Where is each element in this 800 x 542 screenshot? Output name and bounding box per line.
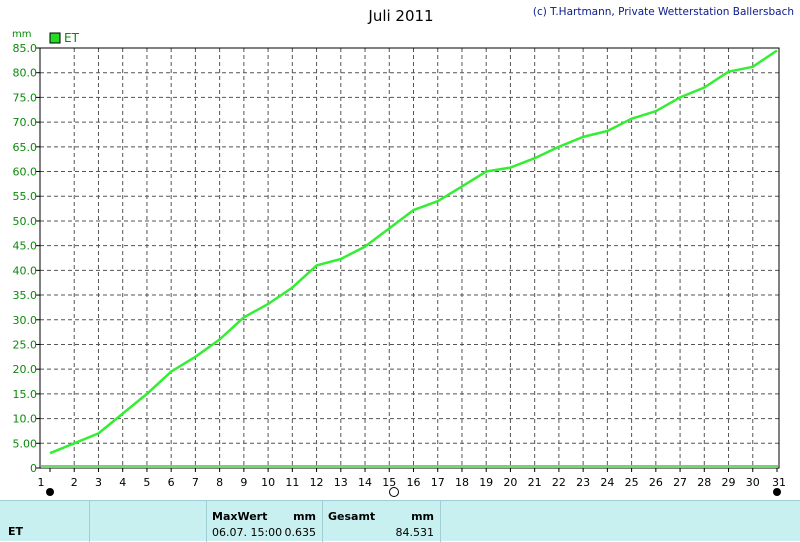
- x-tick-label: 28: [697, 476, 711, 489]
- y-tick-label: 65.0: [13, 141, 38, 154]
- maxwert-unit: mm: [293, 510, 316, 523]
- y-tick-label: 40.0: [13, 264, 38, 277]
- series-lines: [49, 49, 778, 455]
- y-tick-label: 85.0: [13, 42, 38, 55]
- x-tick-label: 25: [625, 476, 639, 489]
- summary-cell-gesamt: Gesamt mm 84.531: [323, 501, 441, 542]
- y-tick-label: 5.00: [13, 437, 38, 450]
- x-tick-label: 7: [192, 476, 199, 489]
- x-tick-label: 22: [552, 476, 566, 489]
- start-marker[interactable]: [46, 488, 54, 496]
- summary-cell-empty: [90, 501, 207, 542]
- chart: Juli 2011 (c) T.Hartmann, Private Wetter…: [12, 6, 794, 497]
- x-tick-label: 6: [168, 476, 175, 489]
- chart-credit: (c) T.Hartmann, Private Wetterstation Ba…: [533, 6, 794, 18]
- y-tick-label: 10.0: [13, 413, 38, 426]
- maxwert-date: 06.07. 15:00: [212, 526, 283, 539]
- x-tick-label: 13: [334, 476, 348, 489]
- maxwert-value: 0.635: [284, 526, 317, 539]
- grid: [40, 48, 779, 468]
- gesamt-label: Gesamt: [328, 510, 376, 523]
- x-tick-label: 4: [119, 476, 126, 489]
- x-tick-label: 30: [746, 476, 760, 489]
- x-tick-label: 12: [310, 476, 324, 489]
- x-tick-label: 11: [285, 476, 299, 489]
- plot-area-border: [39, 47, 780, 469]
- chart-title: Juli 2011: [367, 7, 433, 25]
- y-tick-labels: 0 5.00 10.0 15.0 20.0 25.0 30.0 35.0 40.0 45.0 50.…: [13, 42, 40, 475]
- x-tick-label: 29: [722, 476, 736, 489]
- x-tick-labels: 1 2 3 4 5 6 7 8 9 10 11 12 13 14 15 16 17 18 19 20 21 22 23 24 2…: [38, 468, 786, 489]
- x-tick-label: 19: [479, 476, 493, 489]
- y-tick-label: 20.0: [13, 363, 38, 376]
- x-tick-label: 14: [358, 476, 372, 489]
- y-axis-label: mm: [12, 29, 31, 40]
- summary-table: ET MaxWert mm 06.07. 15:00 0.635 Gesamt …: [0, 500, 800, 542]
- x-tick-label: 1: [38, 476, 45, 489]
- mid-marker[interactable]: [389, 487, 399, 497]
- legend-swatch: [49, 32, 61, 44]
- legend: ET: [49, 31, 80, 45]
- x-tick-label: 10: [261, 476, 275, 489]
- x-tick-label: 8: [216, 476, 223, 489]
- series-line-et: [49, 49, 778, 455]
- x-tick-label: 23: [576, 476, 590, 489]
- maxwert-label: MaxWert: [212, 510, 268, 523]
- x-tick-label: 31: [772, 476, 786, 489]
- x-tick-label: 26: [649, 476, 663, 489]
- y-tick-label: 80.0: [13, 67, 38, 80]
- y-tick-label: 35.0: [13, 289, 38, 302]
- x-tick-label: 3: [95, 476, 102, 489]
- y-tick-label: 75.0: [13, 91, 38, 104]
- y-tick-label: 25.0: [13, 338, 38, 351]
- y-tick-label: 0: [30, 462, 37, 475]
- summary-cell-maxwert: MaxWert mm 06.07. 15:00 0.635: [207, 501, 323, 542]
- x-tick-label: 21: [528, 476, 542, 489]
- y-tick-label: 45.0: [13, 240, 38, 253]
- summary-cell-series: ET: [0, 501, 90, 542]
- x-tick-label: 16: [407, 476, 421, 489]
- x-tick-label: 17: [431, 476, 445, 489]
- x-tick-label: 15: [382, 476, 396, 489]
- y-tick-label: 55.0: [13, 190, 38, 203]
- y-tick-label: 50.0: [13, 215, 38, 228]
- y-tick-label: 15.0: [13, 388, 38, 401]
- gesamt-value: 84.531: [395, 526, 435, 539]
- y-tick-label: 60.0: [13, 166, 38, 179]
- x-tick-label: 18: [455, 476, 469, 489]
- end-marker[interactable]: [773, 488, 781, 496]
- x-tick-label: 5: [143, 476, 150, 489]
- legend-label: ET: [64, 31, 80, 45]
- x-tick-label: 20: [503, 476, 517, 489]
- y-tick-label: 30.0: [13, 314, 38, 327]
- x-tick-label: 2: [71, 476, 78, 489]
- x-tick-label: 9: [240, 476, 247, 489]
- summary-series-label: ET: [8, 525, 24, 538]
- gesamt-unit: mm: [411, 510, 434, 523]
- y-tick-label: 70.0: [13, 116, 38, 129]
- axis-markers: [46, 487, 781, 497]
- x-tick-label: 24: [600, 476, 614, 489]
- x-tick-label: 27: [673, 476, 687, 489]
